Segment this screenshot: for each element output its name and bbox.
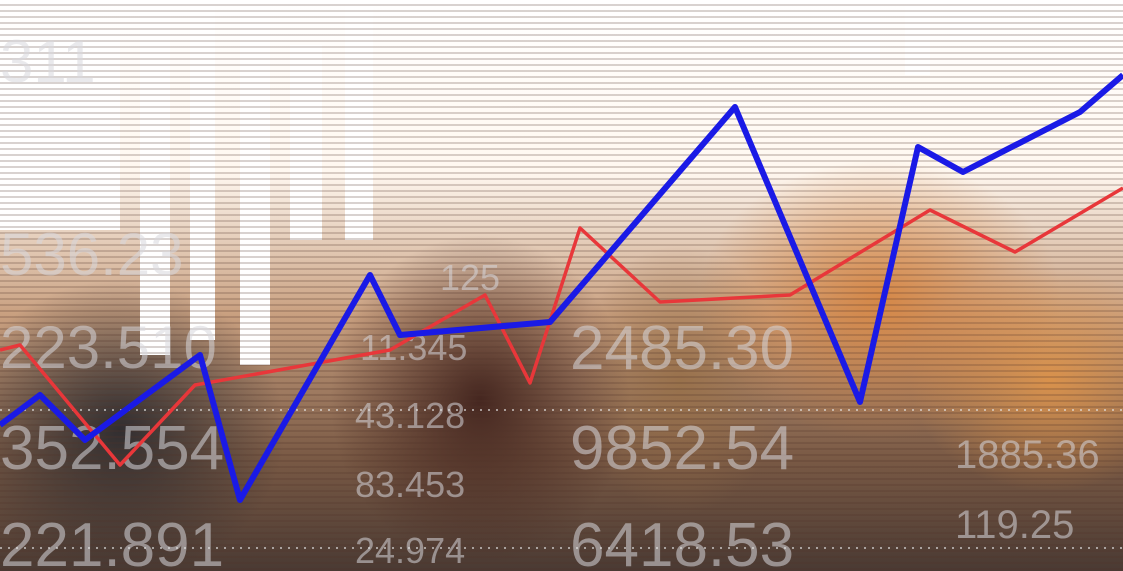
- red-line: [0, 188, 1123, 465]
- scene: 311 536.23 223.510 352.554 221.891 125 1…: [0, 0, 1123, 571]
- trend-lines: [0, 0, 1123, 571]
